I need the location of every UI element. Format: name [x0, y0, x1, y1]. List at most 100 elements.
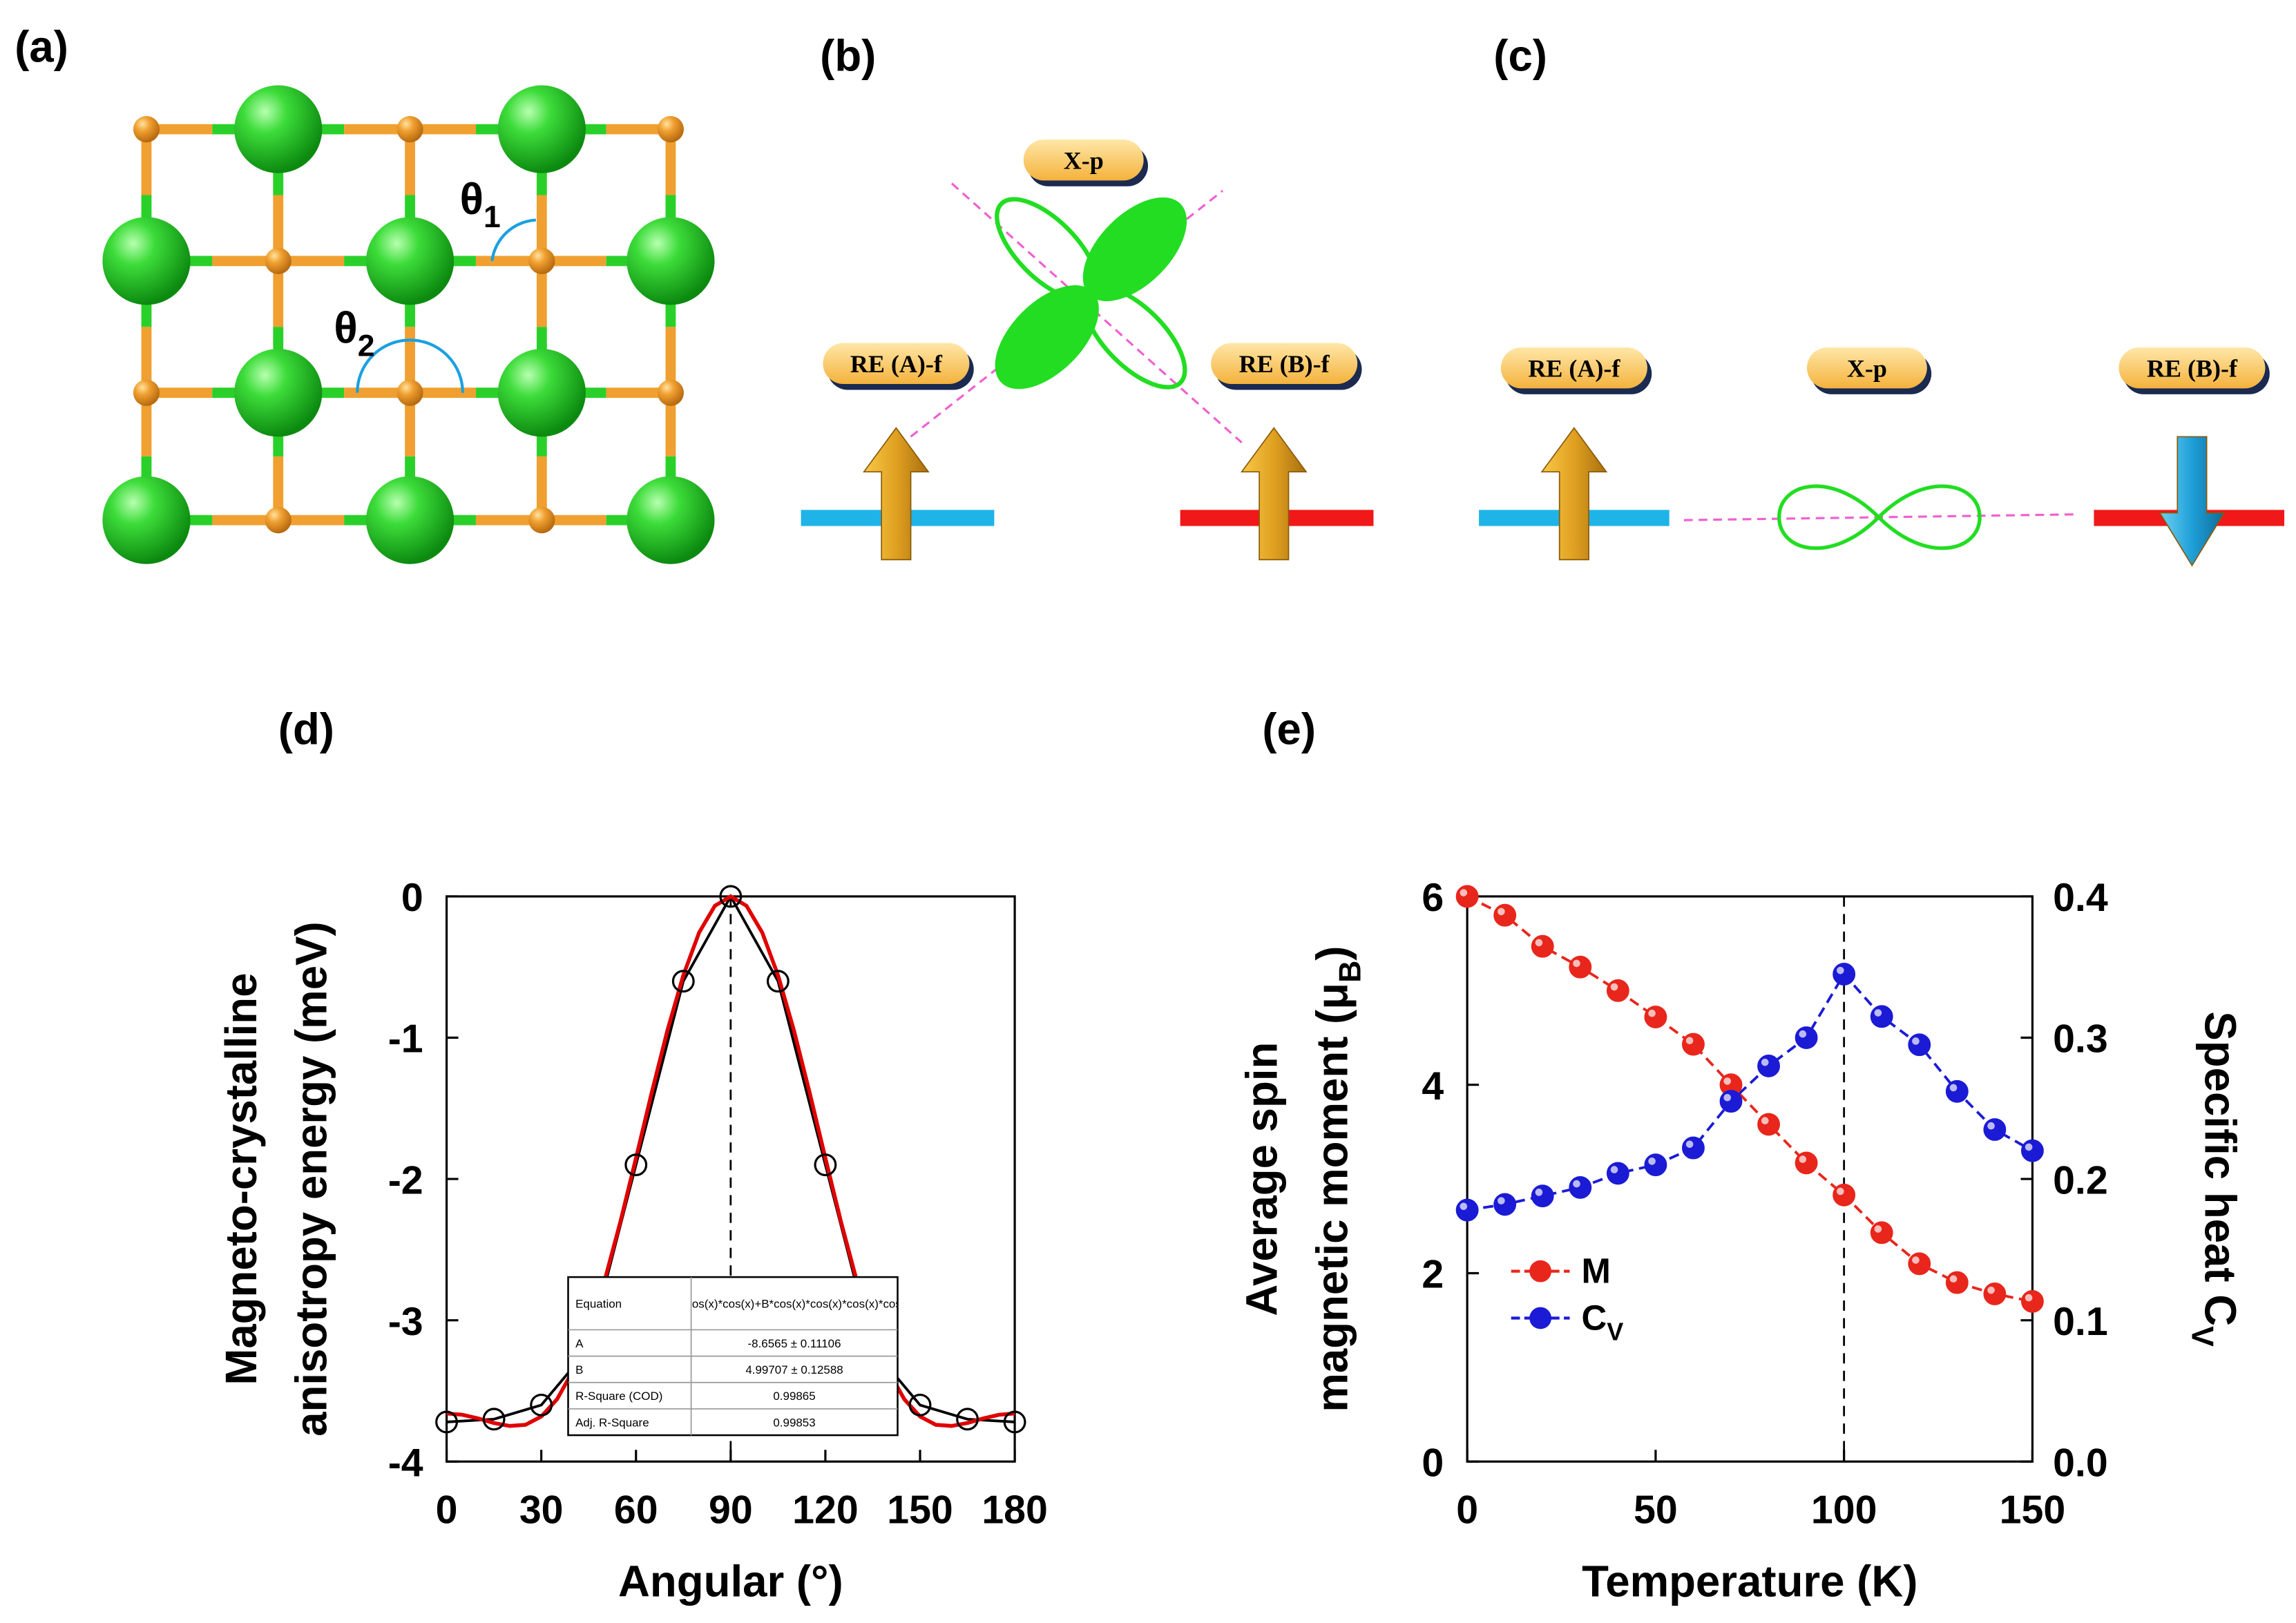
- cell-text: 0.99865: [773, 1389, 816, 1403]
- lobe: [995, 285, 1099, 390]
- panel-label: (b): [820, 31, 876, 80]
- y2-tick-label: 0.3: [2053, 1017, 2108, 1062]
- point-highlight: [1912, 1256, 1920, 1264]
- spin-arrow: [2159, 436, 2226, 567]
- table-cell: R-Square (COD): [575, 1389, 663, 1403]
- pill: [2118, 347, 2266, 389]
- y-tick-label: 0: [1422, 1441, 1444, 1485]
- y-tick-label: -1: [388, 1017, 423, 1062]
- y2-tick-label: 0.1: [2053, 1300, 2108, 1344]
- data-point: [1833, 963, 1856, 986]
- data-point: [1003, 1410, 1026, 1434]
- data-point: [1870, 1221, 1893, 1245]
- label: Magneto-crystalline: [217, 973, 266, 1385]
- rare-earth-atom: [234, 85, 323, 173]
- x-atom: [265, 247, 291, 274]
- table-cell: B: [575, 1363, 584, 1376]
- table-cell: Equation: [575, 1296, 622, 1310]
- orbital-label: RE (A)-f: [1528, 354, 1620, 382]
- panel-label: (e): [1262, 704, 1316, 753]
- panel-label: (a): [15, 23, 68, 72]
- y-tick-label: -4: [388, 1441, 423, 1485]
- legend-name: C: [1581, 1298, 1607, 1337]
- y2-tick-label: 0.4: [2053, 876, 2108, 920]
- subscript: 1: [484, 200, 501, 234]
- legend-marker: [1529, 1260, 1552, 1283]
- point-highlight: [1535, 939, 1543, 947]
- x-atom: [265, 507, 291, 534]
- x-atom: [528, 247, 555, 274]
- x-atom: [396, 379, 423, 406]
- x-tick-label: 90: [709, 1488, 753, 1532]
- subscript: V: [1607, 1317, 1623, 1345]
- table-cell: 0.99865: [773, 1389, 816, 1403]
- data-point: [1757, 1055, 1780, 1077]
- x-tick-label: 100: [1811, 1488, 1877, 1532]
- y2-tick-label: 0.2: [2053, 1158, 2108, 1202]
- legend-entry: CV: [1581, 1298, 1623, 1345]
- cell-text: R-Square (COD): [575, 1389, 663, 1403]
- pill: [823, 343, 970, 384]
- orbital-label: RE (B)-f: [1239, 350, 1330, 378]
- point-highlight: [1987, 1122, 1995, 1130]
- y-tick-label: -2: [388, 1158, 423, 1202]
- data-point: [1493, 903, 1517, 927]
- rare-earth-atom: [626, 476, 715, 564]
- data-point: [1531, 1184, 1554, 1208]
- table-cell: 0.99853: [773, 1415, 815, 1428]
- data-point: [956, 1408, 979, 1431]
- x-tick-label: 0: [1456, 1488, 1478, 1532]
- data-point: [1983, 1118, 2007, 1141]
- lobe: [1082, 285, 1187, 390]
- point-highlight: [1761, 1058, 1769, 1066]
- point-highlight: [1498, 907, 1505, 916]
- spin-arrow: [1241, 427, 1308, 561]
- rare-earth-atom: [365, 217, 455, 305]
- point-highlight: [1498, 1197, 1505, 1204]
- rare-earth-atom: [102, 217, 191, 305]
- point-highlight: [1799, 1030, 1807, 1038]
- table-cell: A*cos(x)*cos(x)+B*cos(x)*cos(x)*cos(x)*c…: [691, 1297, 898, 1310]
- x-atom: [657, 379, 684, 406]
- data-point: [1908, 1033, 1931, 1057]
- table-cell: A: [575, 1336, 583, 1350]
- point-highlight: [1874, 1009, 1882, 1017]
- cell-text: Equation: [575, 1296, 622, 1310]
- x-tick-label: 0: [436, 1488, 458, 1532]
- rare-earth-atom: [365, 476, 455, 564]
- data-point: [1945, 1271, 1969, 1294]
- rare-earth-atom: [497, 85, 586, 173]
- point-highlight: [1987, 1286, 1995, 1294]
- point-highlight: [1949, 1084, 1958, 1092]
- rare-earth-atom: [102, 476, 191, 564]
- label-part: Specific heat C: [2196, 1011, 2245, 1326]
- y-tick-label: 6: [1422, 876, 1444, 920]
- diagrams: [801, 182, 2285, 550]
- data-point: [1870, 1005, 1893, 1028]
- point-highlight: [1799, 1155, 1807, 1163]
- point-highlight: [2025, 1143, 2033, 1151]
- series-line: [1466, 895, 2033, 1303]
- y2-tick-label: 0.0: [2053, 1441, 2108, 1485]
- data-point: [1531, 934, 1554, 958]
- cell-text: B: [575, 1363, 584, 1376]
- data-point: [671, 970, 695, 993]
- series-line: [1466, 972, 2034, 1211]
- x-axis-label: Temperature (K): [1582, 1557, 1917, 1606]
- point-highlight: [1648, 1158, 1656, 1165]
- y-tick-label: 4: [1422, 1064, 1444, 1108]
- pill: [1500, 347, 1647, 389]
- p-orbital: [995, 197, 1187, 390]
- data-point: [1833, 1183, 1856, 1207]
- data-point: [1983, 1283, 2007, 1305]
- data-point: [1569, 955, 1592, 979]
- data-point: [1757, 1113, 1780, 1136]
- label-part: Magneto-crystalline: [217, 973, 266, 1385]
- point-highlight: [1648, 1009, 1656, 1017]
- data-point: [1795, 1151, 1818, 1175]
- data-point: [1795, 1026, 1818, 1049]
- x-tick-label: 120: [792, 1488, 858, 1532]
- label: θ1: [460, 175, 501, 234]
- x-atom: [133, 379, 160, 406]
